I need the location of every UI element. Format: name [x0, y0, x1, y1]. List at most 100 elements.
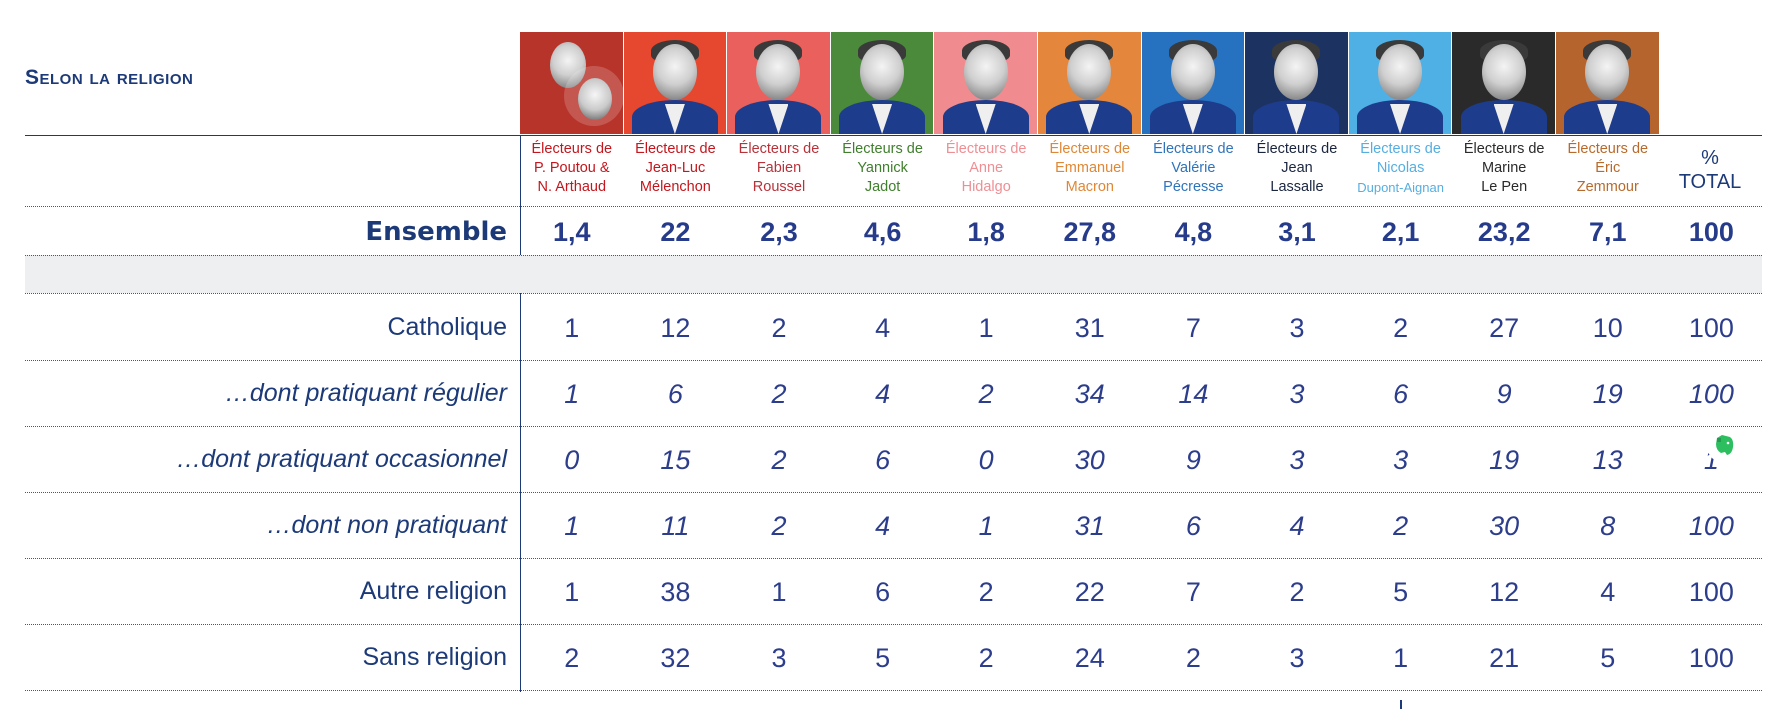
- title-text: Selon la religion: [25, 66, 194, 89]
- row-label: Autre religion: [359, 577, 507, 605]
- table-cell: 12: [660, 313, 691, 343]
- table-cell: 3: [1289, 445, 1305, 475]
- candidate-photo: [1245, 32, 1349, 134]
- candidate-photo: [1555, 32, 1660, 134]
- table-cell: 9: [1496, 379, 1512, 409]
- table-cell: 6: [1393, 379, 1409, 409]
- table-cell: 1: [978, 511, 994, 541]
- candidate-header-line: Dupont-Aignan: [1357, 180, 1444, 195]
- gray-separator-band: [25, 255, 1762, 293]
- candidate-header-line: Marine: [1482, 160, 1527, 176]
- candidate-header-line: Électeurs de: [945, 141, 1027, 157]
- table-cell: 8: [1600, 511, 1616, 541]
- table-cell: 10: [1592, 313, 1623, 343]
- candidate-header-line: Roussel: [752, 179, 806, 195]
- candidate-header: Électeurs de Nicolas Dupont-Aignan: [1349, 140, 1453, 197]
- table-cell: 19: [1489, 445, 1520, 475]
- candidate-header-line: Pécresse: [1163, 179, 1224, 195]
- table-cell: 2,1: [1381, 217, 1420, 247]
- candidate-header-line: Le Pen: [1481, 179, 1528, 195]
- header-divider: [25, 135, 1762, 136]
- candidate-header: Électeurs de Valérie Pécresse: [1142, 140, 1246, 197]
- evernote-elephant-icon[interactable]: [1706, 428, 1742, 464]
- candidate-header-line: P. Poutou &: [534, 160, 610, 176]
- table-cell: 4: [875, 313, 891, 343]
- table-cell: 2: [771, 511, 787, 541]
- candidate-header-line: Éric: [1595, 160, 1621, 176]
- table-cell: 3,1: [1278, 217, 1316, 247]
- table-cell: 30: [1074, 445, 1105, 475]
- table-cell: 1: [1393, 643, 1409, 673]
- table-cell: 23,2: [1477, 217, 1531, 247]
- table-cell: 2,3: [760, 217, 798, 247]
- candidate-photo: [727, 32, 831, 134]
- candidate-header-line: Mélenchon: [639, 179, 711, 195]
- table-cell: 19: [1592, 379, 1623, 409]
- candidate-header-line: Nicolas: [1376, 160, 1425, 176]
- table-cell: 31: [1074, 313, 1105, 343]
- table-cell: 100: [1688, 511, 1734, 541]
- table-cell: 6: [1185, 511, 1201, 541]
- candidate-header-line: Électeurs de: [1153, 141, 1234, 157]
- table-cell: 2: [978, 643, 994, 673]
- total-header-line: TOTAL: [1678, 171, 1742, 193]
- candidate-photo: [1141, 32, 1246, 134]
- row-divider: [25, 206, 1762, 207]
- table-cell: 3: [1289, 313, 1305, 343]
- table-cell: 2: [564, 643, 580, 673]
- table-cell: 1: [978, 313, 994, 343]
- candidate-header-line: Électeurs de: [635, 141, 716, 157]
- table-cell: 100: [1688, 643, 1734, 673]
- table-cell: 3: [771, 643, 787, 673]
- table-cell: 14: [1178, 379, 1209, 409]
- table-cell: 7: [1185, 313, 1201, 343]
- table-cell: 2: [1393, 313, 1409, 343]
- candidate-header-line: Électeurs de: [1256, 141, 1338, 157]
- row-divider: [25, 426, 1762, 427]
- candidate-photo: [830, 32, 935, 134]
- table-cell: 24: [1074, 643, 1105, 673]
- row-label: …dont pratiquant régulier: [224, 379, 507, 407]
- row-label: Ensemble: [365, 217, 507, 247]
- table-cell: 1: [564, 577, 580, 607]
- candidate-header-line: Zemmour: [1576, 179, 1639, 195]
- table-cell: 21: [1489, 643, 1520, 673]
- table-cell: 1: [564, 313, 580, 343]
- candidate-header-line: Électeurs de: [1463, 141, 1545, 157]
- table-cell: 4: [1289, 511, 1305, 541]
- table-cell: 32: [660, 643, 691, 673]
- candidate-header-line: Électeurs de: [1567, 141, 1649, 157]
- table-cell: 7: [1185, 577, 1201, 607]
- row-divider: [25, 624, 1762, 625]
- table-cell: 3: [1289, 643, 1305, 673]
- candidate-photo: [934, 32, 1038, 134]
- table-cell: 4,8: [1174, 217, 1213, 247]
- candidate-photo: [1037, 32, 1142, 134]
- table-cell: 3: [1289, 379, 1305, 409]
- row-divider: [25, 360, 1762, 361]
- candidate-header: Électeurs de Jean-Luc Mélenchon: [624, 140, 728, 197]
- table-cell: 1,8: [967, 217, 1005, 247]
- candidate-header: Électeurs de Éric Zemmour: [1556, 140, 1660, 197]
- table-cell: 27: [1489, 313, 1520, 343]
- table-cell: 4,6: [863, 217, 902, 247]
- table-cell: 100: [1688, 313, 1734, 343]
- candidate-header-line: Électeurs de: [531, 141, 613, 157]
- table-cell: 1,4: [553, 217, 591, 247]
- table-cell: 4: [875, 379, 891, 409]
- table-cell: 30: [1489, 511, 1520, 541]
- table-cell: 34: [1074, 379, 1105, 409]
- candidate-header: Électeurs de P. Poutou & N. Arthaud: [520, 140, 624, 197]
- candidate-header-line: Valérie: [1171, 160, 1216, 176]
- candidate-header-line: Anne: [969, 160, 1004, 176]
- table-cell: 11: [661, 511, 690, 541]
- table-cell: 3: [1393, 445, 1409, 475]
- candidate-header-line: Lassalle: [1270, 179, 1324, 195]
- candidate-header: Électeurs de Emmanuel Macron: [1038, 140, 1142, 197]
- candidate-header-line: Jean-Luc: [645, 160, 706, 176]
- table-cell: 13: [1592, 445, 1623, 475]
- candidate-photo: [623, 32, 728, 134]
- total-header-line: %: [1701, 147, 1719, 169]
- table-cell: 5: [1393, 577, 1409, 607]
- row-divider: [25, 492, 1762, 493]
